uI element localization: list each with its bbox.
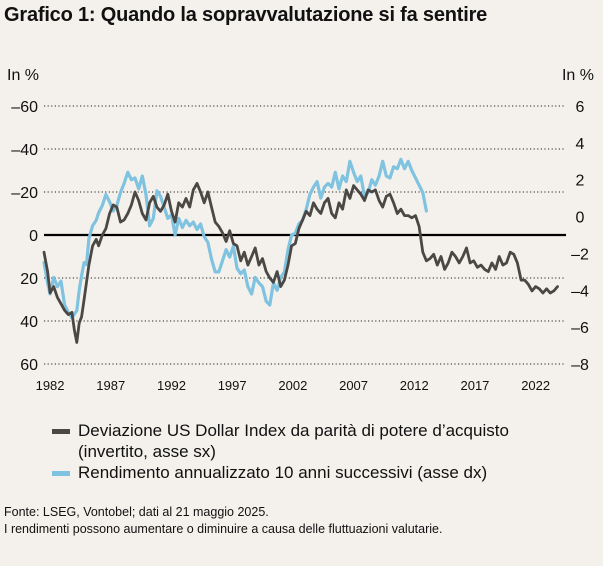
series-lines [42, 157, 559, 344]
legend-label-line1: Deviazione US Dollar Index da parità di … [78, 421, 509, 440]
right-tick-label: –2 [571, 246, 589, 263]
legend-label-return: Rendimento annualizzato 10 anni successi… [78, 463, 488, 482]
source-note: Fonte: LSEG, Vontobel; dati al 21 maggio… [4, 505, 269, 519]
right-tick-label: –6 [571, 320, 589, 337]
right-tick-label: 6 [576, 99, 585, 116]
legend-label-line2: (invertito, asse sx) [78, 442, 216, 461]
right-tick-label: 4 [576, 136, 585, 153]
chart-title: Grafico 1: Quando la sopravvalutazione s… [4, 4, 488, 26]
x-tick-label: 1992 [157, 378, 186, 393]
gridlines [44, 105, 566, 365]
x-tick-label: 2002 [278, 378, 307, 393]
x-tick-label: 2007 [339, 378, 368, 393]
left-tick-label: 60 [20, 357, 38, 374]
legend-item-dollar-deviation: Deviazione US Dollar Index da parità di … [48, 420, 509, 462]
left-tick-label: –60 [11, 99, 38, 116]
x-tick-label: 2022 [521, 378, 550, 393]
left-tick-label: –20 [11, 185, 38, 202]
footer: Fonte: LSEG, Vontobel; dati al 21 maggio… [4, 504, 442, 538]
left-tick-label: 40 [20, 314, 38, 331]
x-tick-label: 1987 [96, 378, 125, 393]
left-axis-ticks: –60 –40 –20 0 20 40 60 [11, 99, 38, 374]
right-tick-label: 0 [576, 210, 585, 227]
right-tick-label: –8 [571, 357, 589, 374]
legend-swatch-dark [52, 429, 70, 434]
right-axis-ticks: 6 4 2 0 –2 –4 –6 –8 [571, 99, 589, 374]
left-axis-unit-label: In % [7, 67, 39, 84]
right-axis-unit-label: In % [562, 67, 594, 84]
left-tick-label: 20 [20, 271, 38, 288]
x-tick-label: 1997 [218, 378, 247, 393]
x-tick-label: 1982 [36, 378, 65, 393]
legend-swatch-light [52, 471, 70, 476]
x-tick-label: 2012 [400, 378, 429, 393]
left-tick-label: –40 [11, 142, 38, 159]
legend: Deviazione US Dollar Index da parità di … [48, 420, 509, 483]
x-tick-label: 2017 [460, 378, 489, 393]
left-tick-label: 0 [29, 228, 38, 245]
series-line-annualized-return [42, 157, 428, 320]
legend-item-annualized-return: Rendimento annualizzato 10 anni successi… [48, 462, 509, 483]
disclaimer-note: I rendimenti possono aumentare o diminui… [4, 522, 443, 536]
x-axis-ticks: 1982 1987 1992 1997 2002 2007 2012 2017 2022 [36, 378, 551, 393]
right-tick-label: –4 [571, 283, 589, 300]
series-line-dollar-deviation [42, 181, 559, 344]
right-tick-label: 2 [576, 173, 585, 190]
